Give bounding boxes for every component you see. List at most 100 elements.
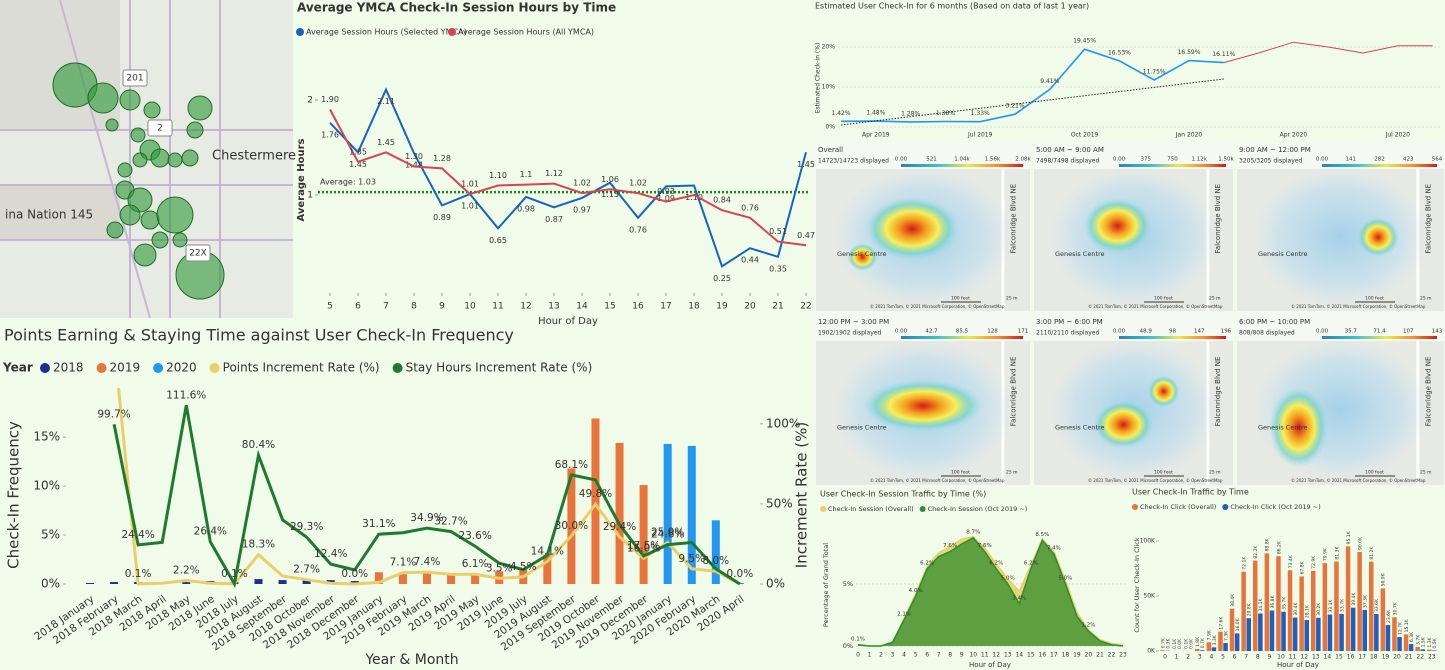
data-label: 1.10 <box>685 193 703 202</box>
data-label: 38.4K <box>1230 593 1236 607</box>
data-label: 1.2% <box>1081 623 1095 629</box>
legend-marker <box>96 363 107 373</box>
bar <box>591 418 600 584</box>
legend-marker <box>1222 504 1229 510</box>
map-bubble <box>119 89 141 111</box>
bar <box>1246 618 1251 651</box>
data-label: 5.0% <box>1058 575 1072 581</box>
x-tick-label: 14 <box>1015 652 1023 659</box>
data-label: 82.2K <box>1253 545 1259 559</box>
y-tick-label: 10% <box>822 84 836 91</box>
attribution: © 2021 TomTom, © 2021 Microsoft Corporat… <box>1088 478 1223 483</box>
data-label: 23.6% <box>458 530 491 542</box>
data-label: 25.9% <box>651 527 684 539</box>
data-label: 35.7K <box>1281 596 1287 610</box>
legend-label: 2018 <box>53 361 84 375</box>
data-label: 17.5% <box>627 540 660 552</box>
data-label: 30.7K <box>1392 601 1398 615</box>
x-tick-label: 15 <box>1027 652 1035 659</box>
data-label: 0.47 <box>797 231 815 240</box>
data-label: 18.3% <box>242 539 275 551</box>
bar <box>471 574 480 584</box>
x-tick-label: 21 <box>1096 652 1104 659</box>
x-tick-label: 3 <box>1198 654 1202 661</box>
x-tick-label: 22 <box>800 302 811 312</box>
data-label: 6.2% <box>989 560 1003 566</box>
data-label: 24.6% <box>651 529 684 541</box>
heatmap-count: 808/808 displayed <box>1239 330 1295 337</box>
heatmap-scale-label: 375 <box>1141 157 1152 163</box>
x-tick-label: 5 <box>1221 654 1225 661</box>
map-bubble <box>181 149 199 167</box>
data-label: 79.9K <box>1323 547 1329 561</box>
x-tick-label: 19 <box>716 302 728 312</box>
x-tick-label: 23 <box>1428 654 1436 661</box>
legend-label: 2020 <box>166 361 197 375</box>
bar <box>711 520 720 584</box>
data-label: 9.5% <box>678 553 705 565</box>
data-label: 1.44 <box>405 161 423 170</box>
attribution: © 2021 TomTom, © 2021 Microsoft Corporat… <box>1291 478 1426 483</box>
map-label: 2 <box>157 124 163 134</box>
data-label: 1.02 <box>629 179 647 188</box>
x-tick-label: 10 <box>969 652 977 659</box>
line <box>1223 41 1433 64</box>
legend-marker <box>919 506 926 512</box>
map-bubble <box>156 196 194 234</box>
data-label: 15.1K <box>1404 618 1410 632</box>
bar <box>615 442 624 584</box>
bar <box>1258 613 1263 651</box>
map-bubble <box>87 82 119 114</box>
attribution: © 2021 TomTom, © 2021 Microsoft Corporat… <box>870 304 1005 309</box>
x-tick-label: 13 <box>1004 652 1012 659</box>
x-tick-label: 8 <box>948 652 952 659</box>
data-label: 8.0% <box>702 555 729 567</box>
data-label: 0.35 <box>769 264 787 273</box>
y-tick-label: 5% <box>843 580 853 588</box>
data-label: 34.1K <box>1258 597 1264 611</box>
data-label: 17.6K <box>1218 616 1224 630</box>
x-tick-label: 15 <box>1335 654 1343 661</box>
legend-label: Check-In Click (Oct 2019 ~) <box>1230 503 1320 511</box>
data-label: 3.3K <box>1212 634 1218 645</box>
place-label: Genesis Centre <box>1258 250 1308 258</box>
data-label: 31.1% <box>362 518 395 530</box>
heat-spot <box>1083 197 1152 254</box>
data-label: 1.10 <box>489 171 507 180</box>
heatmap-count: 2110/2110 displayed <box>1036 330 1099 337</box>
x-tick-label: Apr 2020 <box>1280 132 1308 139</box>
heatmap-scale-label: 282 <box>1374 157 1385 163</box>
x-tick-label: 18 <box>1370 654 1378 661</box>
bar <box>1432 650 1437 651</box>
data-label: 0.65 <box>489 236 507 245</box>
map-bubble <box>132 152 148 168</box>
y-axis-title: Estimated Check-in (%) <box>815 43 822 114</box>
y2-tick-label: 50% <box>766 496 793 510</box>
data-label: 0.1% <box>125 568 152 580</box>
bar <box>1322 563 1328 651</box>
bar <box>1408 644 1414 651</box>
chart-title: Estimated User Check-In for 6 months (Ba… <box>815 2 1089 11</box>
data-label: 95.1K <box>1346 530 1352 544</box>
heatmap-title: 9:00 AM ~ 12:00 PM <box>1239 146 1311 154</box>
bar <box>1350 607 1356 651</box>
data-label: 33.1K <box>1328 599 1334 613</box>
data-label: 0.7K <box>1160 637 1166 648</box>
heatmap-scale-bar <box>1322 336 1437 339</box>
heatmap-scale-label: 0.00 <box>1316 157 1329 163</box>
heatmap-scale-label: 0.00 <box>1113 329 1126 335</box>
bar <box>1420 649 1425 651</box>
legend-label: Check-In Click (Overall) <box>1140 503 1216 511</box>
attribution: © 2021 TomTom, © 2021 Microsoft Corporat… <box>870 478 1005 483</box>
legend-label: Check-In Session (Oct 2019 ~) <box>928 505 1028 513</box>
data-label: 1.35 <box>349 147 367 156</box>
y-axis-title: Average Hours <box>296 138 307 221</box>
data-label: 0.89 <box>433 213 451 222</box>
bar <box>1397 637 1402 651</box>
map-shield <box>122 69 148 87</box>
heatmap-scale-label: 35.7 <box>1345 329 1358 335</box>
data-label: 86.2K <box>1276 540 1282 554</box>
bar <box>1264 553 1270 651</box>
x-tick-label: 18 <box>688 302 700 312</box>
data-label: 1.28% <box>901 110 920 117</box>
